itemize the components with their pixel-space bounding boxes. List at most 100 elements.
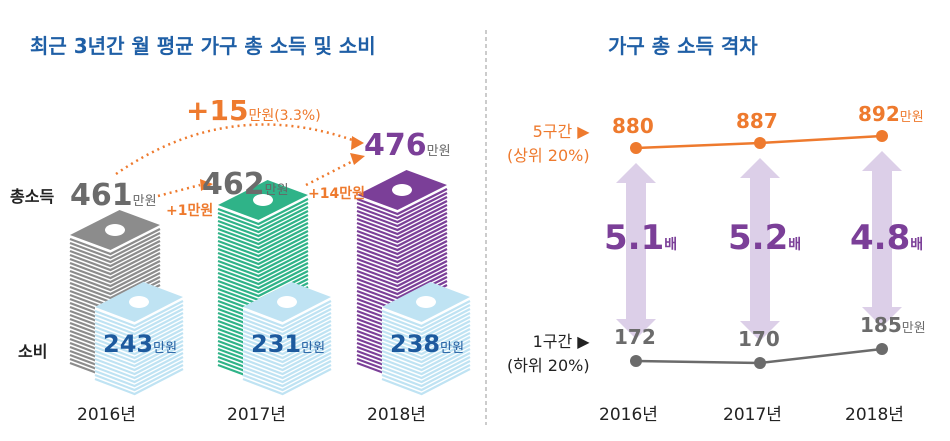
- spend-stack-2-top-mark: [416, 296, 436, 308]
- income-stack-2-bill: [356, 216, 448, 244]
- bottom-value-0: 172: [614, 325, 656, 349]
- spend-stack-0-bill: [94, 332, 184, 360]
- right-year-label-2: 2018년: [845, 405, 904, 425]
- income-stack-2-bill: [356, 252, 448, 280]
- income-stack-1-bill: [217, 270, 309, 298]
- income-stack-2-bill: [356, 248, 448, 276]
- income-stack-1-bill: [217, 258, 309, 286]
- income-stack-1-bill: [217, 230, 309, 258]
- spend-stack-0-bill: [94, 364, 184, 392]
- income-stack-2-bill: [356, 264, 448, 292]
- spend-stack-1-bill: [242, 328, 332, 356]
- income-stack-1-bill: [217, 206, 309, 234]
- spend-stack-2-bill: [381, 344, 471, 372]
- spend-stack-1-bill: [242, 316, 332, 344]
- income-stack-0-bill: [69, 248, 161, 276]
- arrowhead: [351, 136, 364, 150]
- spend-stack-1-bill: [242, 364, 332, 392]
- total-change-label: +15만원(3.3%): [186, 94, 321, 127]
- spend-stack-2-bill: [381, 368, 471, 396]
- spend-stack-0-bill: [94, 304, 184, 332]
- income-stack-1-bill: [217, 198, 309, 226]
- spend-value-1: 231만원: [251, 330, 326, 358]
- spend-stack-2-bill: [381, 300, 471, 328]
- spend-stack-0-bill: [94, 300, 184, 328]
- income-stack-1-bill: [217, 242, 309, 270]
- income-stack-1-bill: [217, 218, 309, 246]
- income-stack-2-bill: [356, 188, 448, 216]
- ratio-label-2: 4.8배: [850, 218, 924, 258]
- spend-stack-0-bill: [94, 344, 184, 372]
- income-label: 총소득: [10, 187, 55, 206]
- right-year-label-1: 2017년: [723, 405, 782, 425]
- spend-stack-2-bill: [381, 352, 471, 380]
- spend-stack-1-bill: [242, 360, 332, 388]
- income-stack-0-bill: [69, 244, 161, 272]
- top-value-1: 887: [736, 109, 778, 133]
- spend-stack-1-bill: [242, 352, 332, 380]
- top-point-2: [876, 130, 888, 142]
- gap-arrow-1: [740, 158, 780, 341]
- income-stack-1-bill: [217, 262, 309, 290]
- ratio-label-1: 5.2배: [728, 218, 802, 258]
- income-stack-2-bill: [356, 212, 448, 240]
- income-stack-2-bill: [356, 204, 448, 232]
- income-stack-0-bill: [69, 228, 161, 256]
- spend-stack-1-bill: [242, 336, 332, 364]
- income-stack-2-bill: [356, 196, 448, 224]
- spend-stack-1-bill: [242, 300, 332, 328]
- income-stack-2-bill: [356, 224, 448, 252]
- income-stack-2-bill: [356, 268, 448, 296]
- spend-stack-0-top-mark: [129, 296, 149, 308]
- income-stack-1-bill: [217, 250, 309, 278]
- top-value-0: 880: [612, 114, 654, 138]
- income-stack-0-bill: [69, 236, 161, 264]
- income-stack-1-bill: [217, 214, 309, 242]
- income-stack-2-bill: [356, 200, 448, 228]
- spend-stack-2-bill: [381, 364, 471, 392]
- spend-stack-2-bill: [381, 360, 471, 388]
- change-2017-label: +1만원: [166, 203, 214, 219]
- income-stack-1-bill: [217, 238, 309, 266]
- spend-value-2: 238만원: [390, 330, 465, 358]
- ratio-label-0: 5.1배: [604, 218, 678, 258]
- income-stack-0-bill: [69, 240, 161, 268]
- income-stack-2-bill: [356, 208, 448, 236]
- spend-stack-1-bill: [242, 368, 332, 396]
- spend-stack-1-bill: [242, 324, 332, 352]
- change-2018-label: +14만원: [308, 186, 365, 202]
- income-stack-2-bill: [356, 240, 448, 268]
- income-stack-2-top-mark: [392, 184, 412, 196]
- gap-arrow-2: [862, 151, 902, 327]
- spend-stack-2-bill: [381, 316, 471, 344]
- income-stack-2-bill: [356, 192, 448, 220]
- income-stack-0-bill: [69, 268, 161, 296]
- spend-stack-1-bill: [242, 356, 332, 384]
- income-stack-2-bill: [356, 228, 448, 256]
- spend-stack-0-bill: [94, 316, 184, 344]
- income-stack-2-bill: [356, 260, 448, 288]
- bottom-value-2: 185만원: [860, 313, 926, 337]
- income-stack-1-bill: [217, 254, 309, 282]
- spend-stack-2-bill: [381, 324, 471, 352]
- income-stack-1-bill: [217, 210, 309, 238]
- change-arrow-2017: [157, 183, 201, 198]
- income-stack-1-top-mark: [253, 194, 273, 206]
- spend-stack-0-bill: [94, 352, 184, 380]
- spend-stack-1-bill: [242, 332, 332, 360]
- top-point-0: [630, 142, 642, 154]
- left-year-label-2: 2018년: [367, 405, 426, 425]
- spend-stack-2-bill: [381, 332, 471, 360]
- income-stack-2-bill: [356, 256, 448, 284]
- spend-stack-1-bill: [242, 348, 332, 376]
- spend-stack-1-bill: [242, 344, 332, 372]
- spend-stack-0-bill: [94, 312, 184, 340]
- income-stack-0-bill: [69, 260, 161, 288]
- left-chart-title: 최근 3년간 월 평균 가구 총 소득 및 소비: [30, 34, 376, 58]
- income-stack-2-bill: [356, 220, 448, 248]
- spend-stack-0-bill: [94, 360, 184, 388]
- income-stack-2-bill: [356, 244, 448, 272]
- income-stack-0-bill: [69, 252, 161, 280]
- spend-stack-0-bill: [94, 356, 184, 384]
